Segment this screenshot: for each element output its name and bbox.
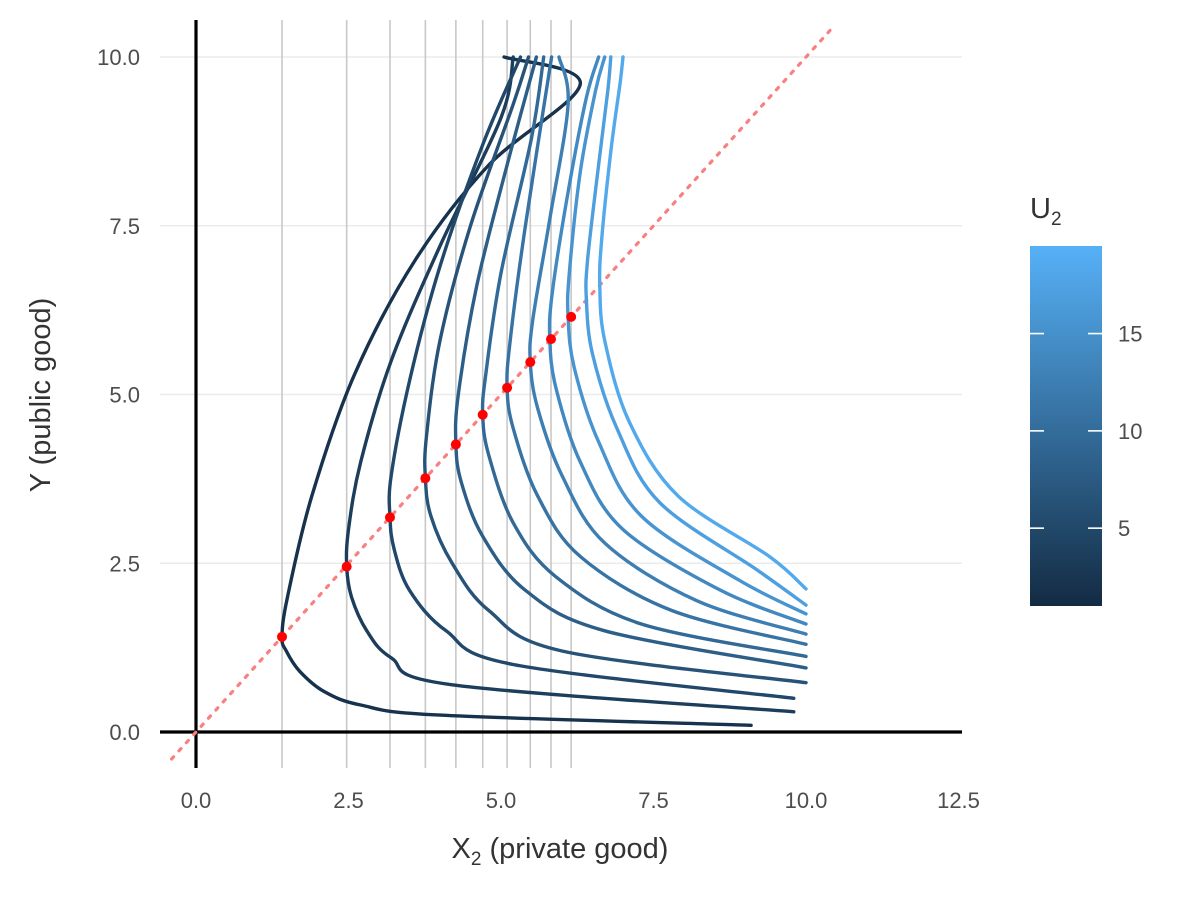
colorbar-tick-label-2: 15 [1118,322,1142,347]
points [277,311,577,642]
y-tick-label-2: 5.0 [109,383,140,408]
indifference-curve-6 [505,55,808,646]
indifference-curve-5 [480,55,808,659]
x-axis-title-rest: (private good) [481,833,668,865]
x-tick-label-4: 10.0 [785,788,828,813]
optimum-point-0 [277,631,288,642]
optimum-point-8 [546,334,557,345]
indifference-curve-11 [597,55,808,591]
indifference-curve-8 [547,55,808,626]
optimum-point-9 [566,311,577,322]
colorbar-tick-label-0: 5 [1118,516,1130,541]
x-axis-title: X2 (private good) [452,833,669,870]
y-tick-label-4: 10.0 [97,45,140,70]
indifference-curve-4 [453,55,808,670]
y-tick-label-3: 7.5 [109,214,140,239]
legend-title: U2 [1030,193,1062,230]
optimum-point-7 [525,357,536,368]
x-tick-label-3: 7.5 [638,788,669,813]
x-tick-label-0: 0.0 [181,788,212,813]
indifference-curve-0 [280,55,753,727]
axes [160,20,962,768]
indifference-curves [280,55,808,727]
optimum-point-2 [384,512,395,523]
legend-title-main: U [1030,193,1051,225]
y-tick-label-1: 2.5 [109,551,140,576]
y-axis-title: Y (public good) [25,298,57,493]
legend-title-sub: 2 [1051,209,1062,230]
colorbar-ticks: 5 10 15 [1030,322,1142,541]
indifference-curve-9 [565,55,808,616]
optimum-point-5 [477,409,488,420]
legend: U2 5 10 15 [1030,193,1142,606]
optimum-point-4 [450,439,461,450]
x-tick-label-1: 2.5 [333,788,364,813]
y-tick-labels: 0.0 2.5 5.0 7.5 10.0 [97,45,140,745]
colorbar-tick-label-1: 10 [1118,419,1142,444]
x-axis-title-main: X [452,833,471,865]
indifference-curve-1 [344,55,796,714]
y-tick-label-0: 0.0 [109,720,140,745]
x-tick-label-2: 5.0 [486,788,517,813]
optimum-point-3 [420,473,431,484]
x-tick-label-5: 12.5 [937,788,980,813]
x-axis-title-sub: 2 [471,849,482,870]
x-tick-labels: 0.0 2.5 5.0 7.5 10.0 12.5 [181,788,980,813]
optimum-point-6 [502,382,513,393]
indifference-curve-10 [584,55,808,607]
optimum-point-1 [341,561,352,572]
colorbar [1030,246,1102,606]
indifference-curve-7 [528,55,808,636]
